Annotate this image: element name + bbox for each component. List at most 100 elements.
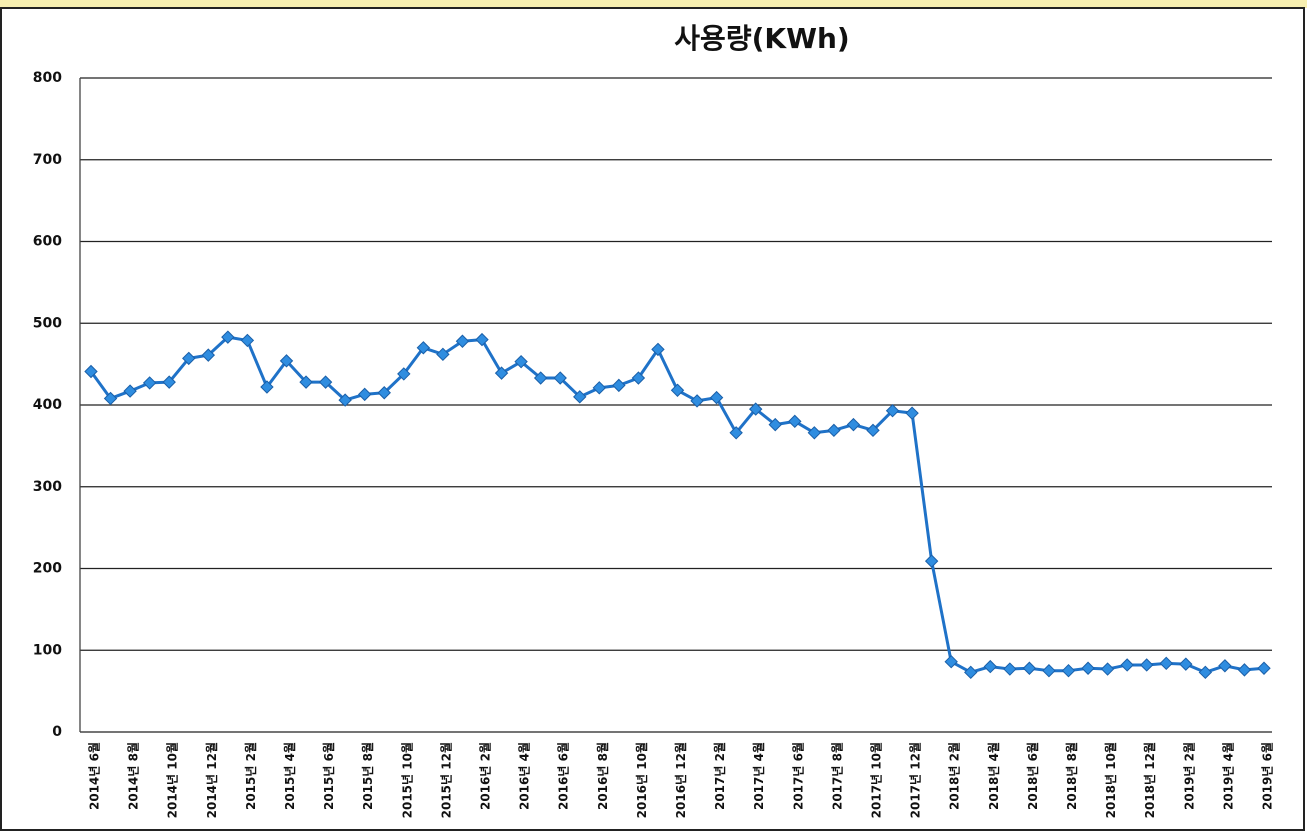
marker <box>807 426 822 440</box>
y-tick-label: 200 <box>33 561 62 577</box>
x-tick-label: 2016년 6월 <box>556 742 571 810</box>
x-tick-label: 2015년 8월 <box>360 742 375 810</box>
marker <box>221 330 235 344</box>
marker <box>885 404 900 418</box>
x-tick-label: 2016년 8월 <box>595 742 610 810</box>
marker <box>1159 656 1173 671</box>
marker <box>1022 661 1037 675</box>
x-tick-label: 2018년 2월 <box>947 742 962 810</box>
x-tick-label: 2018년 6월 <box>1025 742 1040 810</box>
marker <box>142 376 157 390</box>
marker <box>1120 658 1134 672</box>
x-tick-label: 2017년 4월 <box>751 742 766 810</box>
y-tick-label: 800 <box>33 70 62 86</box>
x-tick-label: 2017년 6월 <box>790 742 805 810</box>
x-tick-label: 2018년 8월 <box>1064 742 1079 810</box>
marker <box>1061 663 1076 678</box>
x-tick-label: 2019년 6월 <box>1260 742 1275 810</box>
marker <box>475 332 489 347</box>
x-tick-label: 2016년 10월 <box>634 742 649 818</box>
marker <box>338 393 352 407</box>
top-band <box>0 0 1307 8</box>
x-tick-label: 2016년 12월 <box>673 742 688 818</box>
marker <box>436 347 450 362</box>
x-tick-label: 2014년 6월 <box>87 742 102 810</box>
marker <box>455 334 470 348</box>
marker <box>514 354 528 369</box>
x-tick-label: 2015년 4월 <box>282 742 297 810</box>
marker <box>260 380 274 394</box>
marker <box>983 659 998 674</box>
x-tick-label: 2019년 2월 <box>1181 742 1196 810</box>
frame <box>0 7 1305 831</box>
marker <box>846 417 861 432</box>
marker <box>1100 662 1115 676</box>
marker <box>318 375 333 389</box>
marker <box>709 390 724 405</box>
x-tick-label: 2017년 12월 <box>908 742 923 818</box>
x-tick-label: 2018년 4월 <box>986 742 1001 810</box>
marker <box>1198 665 1213 680</box>
marker <box>1003 662 1017 676</box>
x-tick-label: 2015년 12월 <box>438 742 453 818</box>
marker <box>84 364 98 379</box>
marker <box>905 406 919 420</box>
marker <box>866 423 880 438</box>
marker <box>279 354 294 368</box>
marker <box>827 423 841 438</box>
marker <box>103 391 118 406</box>
marker <box>1081 661 1095 675</box>
y-tick-label: 0 <box>52 724 62 740</box>
marker <box>670 383 685 397</box>
y-tick-label: 600 <box>33 234 62 250</box>
x-tick-label: 2017년 2월 <box>712 742 727 810</box>
y-tick-label: 700 <box>33 152 62 168</box>
marker <box>592 381 607 395</box>
marker <box>964 665 978 680</box>
marker <box>397 367 411 381</box>
y-tick-label: 300 <box>33 479 62 495</box>
x-tick-label: 2018년 10월 <box>1103 742 1118 818</box>
marker <box>573 390 587 404</box>
marker <box>1257 661 1271 675</box>
marker <box>631 371 646 385</box>
x-tick-label: 2017년 10월 <box>869 742 884 818</box>
marker <box>690 394 704 408</box>
marker <box>162 375 176 389</box>
chart-title: 사용량(KWh) <box>674 22 849 55</box>
marker <box>553 371 567 385</box>
y-tick-label: 400 <box>33 397 62 413</box>
x-tick-label: 2019년 4월 <box>1220 742 1235 810</box>
marker <box>494 366 509 380</box>
y-tick-label: 500 <box>33 315 62 331</box>
x-tick-label: 2017년 8월 <box>829 742 844 810</box>
marker <box>1042 663 1056 678</box>
marker <box>533 371 548 385</box>
marker <box>1237 663 1252 677</box>
x-tick-label: 2016년 4월 <box>517 742 532 810</box>
marker <box>612 378 626 393</box>
marker <box>201 348 216 362</box>
x-tick-label: 2018년 12월 <box>1142 742 1157 818</box>
marker <box>748 402 763 416</box>
marker <box>240 333 255 348</box>
x-tick-label: 2016년 2월 <box>478 742 493 810</box>
x-tick-label: 2015년 2월 <box>243 742 258 810</box>
marker <box>1179 657 1193 671</box>
marker <box>924 554 939 568</box>
marker <box>729 426 743 440</box>
marker <box>1218 659 1232 673</box>
marker <box>416 341 431 355</box>
marker <box>788 414 802 429</box>
marker <box>377 386 391 400</box>
marker <box>651 342 665 357</box>
marker <box>944 654 958 669</box>
marker <box>299 375 313 389</box>
marker <box>182 351 196 366</box>
x-tick-label: 2015년 6월 <box>321 742 336 810</box>
marker <box>768 417 782 432</box>
marker <box>357 387 372 402</box>
x-tick-label: 2015년 10월 <box>399 742 414 818</box>
x-tick-label: 2014년 8월 <box>126 742 141 810</box>
